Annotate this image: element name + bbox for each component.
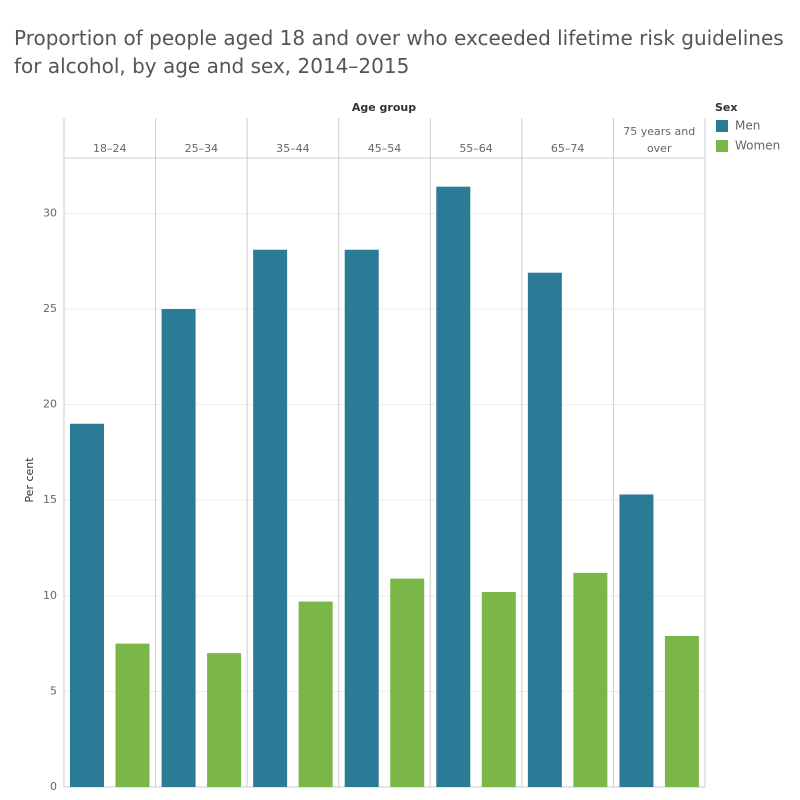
x-tick-label: 25–34 bbox=[184, 142, 219, 155]
x-tick-label: 65–74 bbox=[550, 142, 585, 155]
bar bbox=[344, 249, 379, 788]
x-tick-label: 75 years and over bbox=[623, 125, 696, 155]
bar bbox=[298, 601, 333, 787]
bar bbox=[436, 186, 471, 788]
y-tick-label: 20 bbox=[43, 398, 57, 411]
bar bbox=[527, 272, 562, 787]
y-tick-label: 25 bbox=[43, 302, 57, 315]
bar bbox=[70, 423, 104, 787]
y-tick-label: 5 bbox=[50, 684, 57, 697]
y-tick-label: 15 bbox=[43, 493, 57, 506]
bar bbox=[390, 578, 425, 787]
bar bbox=[481, 591, 516, 787]
bar bbox=[664, 635, 699, 787]
bar bbox=[115, 643, 150, 787]
y-tick-label: 0 bbox=[50, 780, 57, 793]
bar bbox=[619, 494, 654, 787]
bar bbox=[161, 309, 196, 787]
y-tick-label: 30 bbox=[43, 206, 57, 219]
chart-title: Proportion of people aged 18 and over wh… bbox=[14, 26, 784, 78]
x-tick-label: 45–54 bbox=[367, 142, 402, 155]
legend-label: Women bbox=[735, 139, 780, 153]
legend-swatch bbox=[716, 120, 728, 132]
x-axis-title: Age group bbox=[352, 101, 416, 114]
x-tick-label: 55–64 bbox=[459, 142, 493, 155]
y-axis-title: Per cent bbox=[23, 457, 36, 503]
legend-swatch bbox=[716, 140, 728, 152]
bar bbox=[573, 572, 608, 787]
bar bbox=[253, 249, 288, 788]
bar bbox=[207, 653, 242, 787]
x-tick-label: 18–24 bbox=[93, 142, 127, 155]
legend-title: Sex bbox=[715, 101, 737, 114]
x-tick-label: 35–44 bbox=[276, 142, 310, 155]
y-tick-label: 10 bbox=[43, 589, 57, 602]
legend-label: Men bbox=[735, 119, 760, 133]
